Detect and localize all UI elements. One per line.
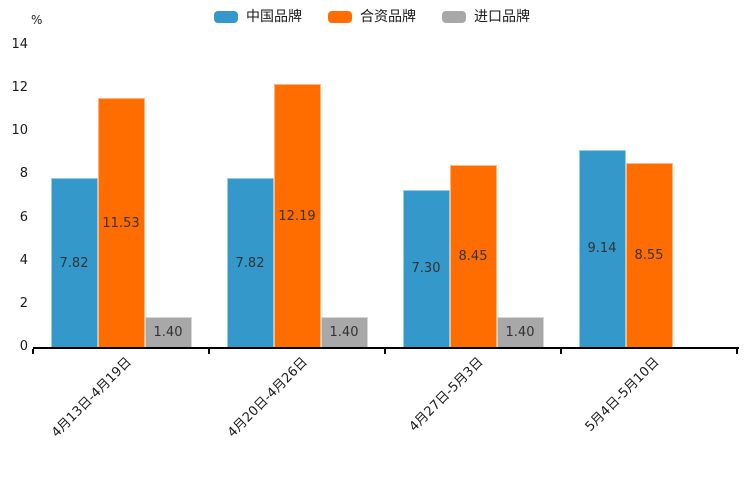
bar-value-label: 9.14 <box>587 241 617 257</box>
legend-label: 中国品牌 <box>246 9 302 25</box>
y-tick-label: 2 <box>19 295 28 311</box>
bar-进口品牌-1: 1.40 <box>320 316 368 347</box>
bar-进口品牌-2: 1.40 <box>496 316 544 347</box>
x-axis-tick <box>208 349 210 354</box>
bar-value-label: 7.82 <box>59 255 89 271</box>
bar-value-label: 8.55 <box>634 247 664 263</box>
bar-中国品牌-1: 7.82 <box>226 178 274 347</box>
y-tick-label: 4 <box>19 252 28 268</box>
bar-value-label: 12.19 <box>278 208 316 224</box>
bar-合资品牌-2: 8.45 <box>449 164 497 347</box>
legend-label: 合资品牌 <box>360 9 416 25</box>
x-axis-tick <box>32 349 34 354</box>
y-tick-label: 6 <box>19 209 28 225</box>
chart-legend: 中国品牌 合资品牌 进口品牌 <box>0 10 744 24</box>
x-category-label: 5月4日-5月10日 <box>582 354 663 435</box>
legend-swatch-icon <box>442 11 466 23</box>
bar-value-label: 8.45 <box>458 248 488 264</box>
legend-item-0: 中国品牌 <box>214 10 302 24</box>
bar-value-label: 11.53 <box>102 215 140 231</box>
x-axis-line <box>33 347 739 349</box>
legend-item-1: 合资品牌 <box>328 10 416 24</box>
plot-area: 7.82 11.53 1.40 7.82 12.19 1.40 7.30 8.45 1.40 9.… <box>33 45 737 347</box>
x-category-label: 4月27日-5月3日 <box>406 354 487 435</box>
bar-合资品牌-3: 8.55 <box>625 162 673 347</box>
bar-value-label: 7.82 <box>235 255 265 271</box>
y-axis-unit-label: % <box>31 13 43 27</box>
x-axis-tick <box>384 349 386 354</box>
bar-value-label: 1.40 <box>329 324 359 340</box>
x-axis-tick <box>736 349 738 354</box>
x-category-label: 4月13日-4月19日 <box>48 354 135 441</box>
legend-swatch-icon <box>214 11 238 23</box>
bar-合资品牌-1: 12.19 <box>273 84 321 347</box>
x-category-label: 4月20日-4月26日 <box>224 354 311 441</box>
bar-中国品牌-0: 7.82 <box>50 178 98 347</box>
bar-进口品牌-0: 1.40 <box>144 316 192 347</box>
bar-合资品牌-0: 11.53 <box>97 98 145 347</box>
bar-中国品牌-2: 7.30 <box>402 189 450 347</box>
legend-swatch-icon <box>328 11 352 23</box>
legend-label: 进口品牌 <box>474 9 530 25</box>
y-tick-label: 12 <box>11 80 28 96</box>
bar-value-label: 1.40 <box>505 324 535 340</box>
y-tick-label: 10 <box>11 123 28 139</box>
bar-value-label: 1.40 <box>153 324 183 340</box>
bar-value-label: 7.30 <box>411 261 441 277</box>
legend-item-2: 进口品牌 <box>442 10 530 24</box>
y-tick-label: 8 <box>19 166 28 182</box>
y-tick-label: 14 <box>11 37 28 52</box>
y-tick-label: 0 <box>19 339 28 354</box>
bar-中国品牌-3: 9.14 <box>578 149 626 347</box>
x-axis-tick <box>560 349 562 354</box>
